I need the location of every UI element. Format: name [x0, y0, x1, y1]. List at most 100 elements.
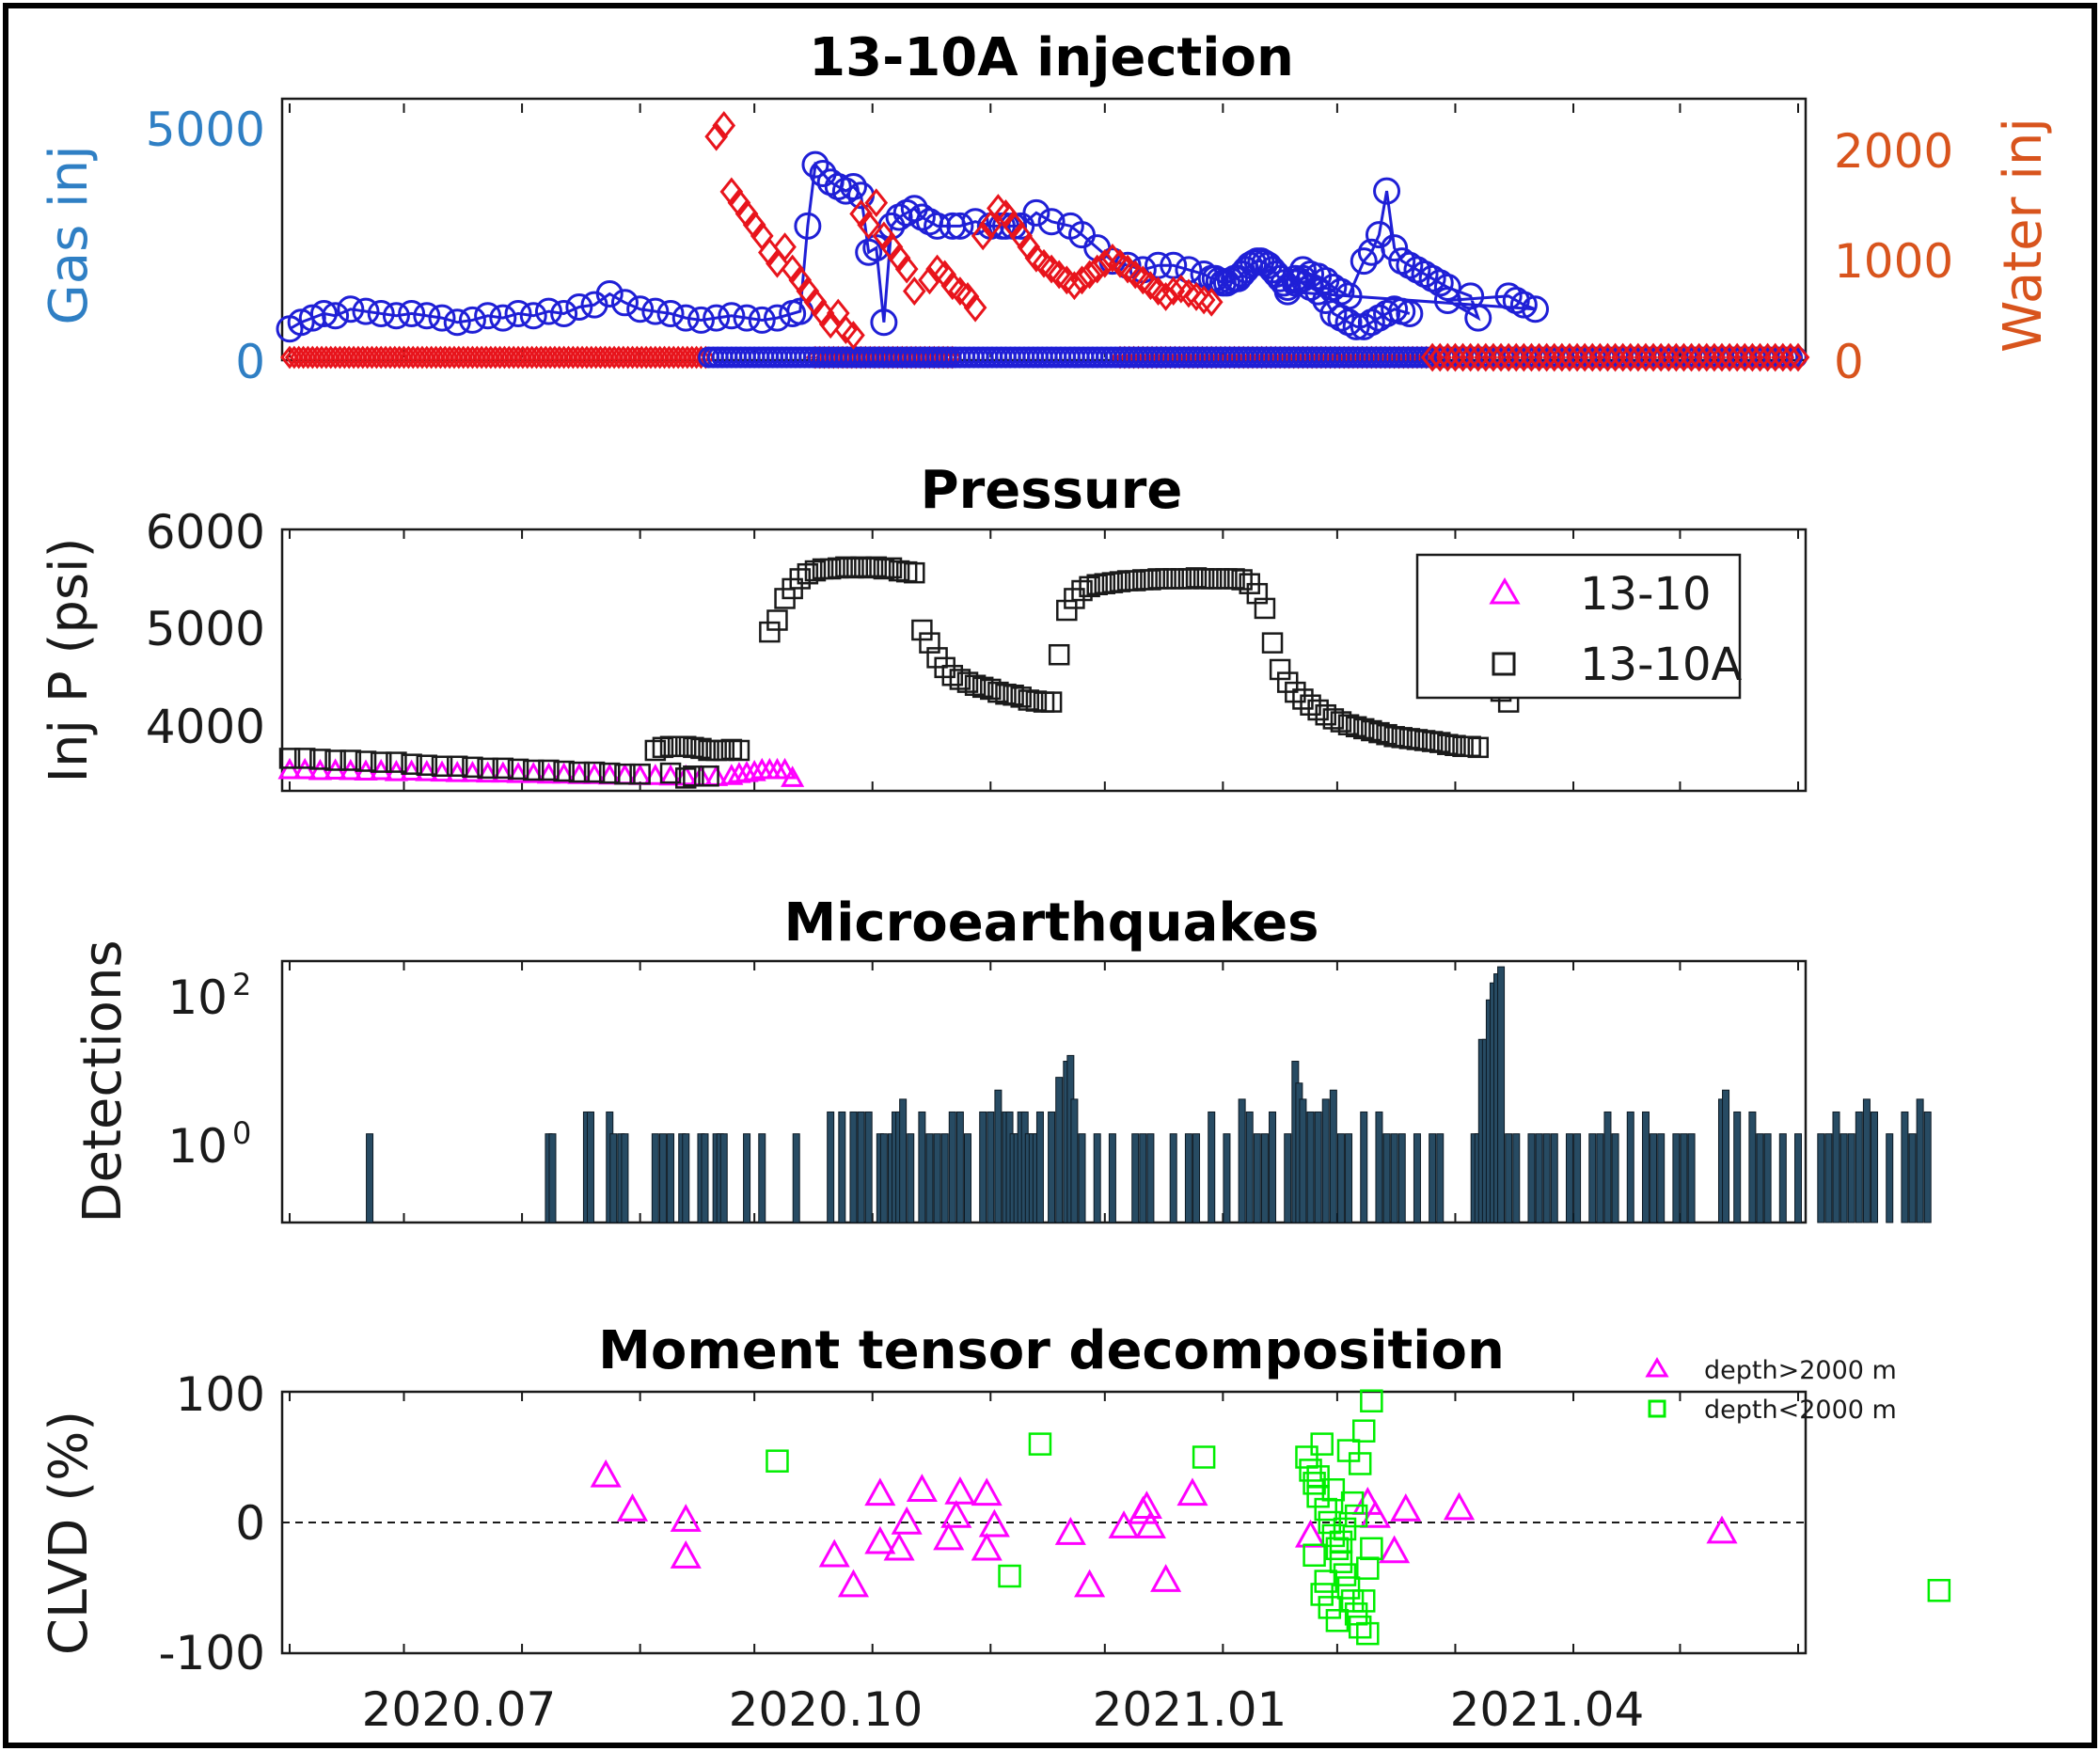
- injection-series-0-point-121: [1509, 291, 1538, 319]
- pressure-series-1-point-64: [941, 665, 964, 686]
- moment-tensor-series-0-point-8: [883, 1532, 915, 1561]
- moment-tensor-series-0-point-10: [906, 1474, 938, 1502]
- injection-series-1-point-62: [1184, 282, 1208, 311]
- pressure-series-1-point-128: [1429, 732, 1451, 753]
- microearthquakes-bar-140: [1923, 1111, 1932, 1223]
- injection-series-1-point-79: [1527, 342, 1551, 372]
- injection-series-0-point-17: [519, 302, 547, 330]
- moment-tensor-series-0-point-6: [864, 1525, 896, 1554]
- microearthquakes-bar-37: [940, 1133, 949, 1223]
- injection-series-0-point-107: [1373, 177, 1401, 205]
- xtick-label-2021-04: 2021.04: [1450, 1682, 1645, 1737]
- microearthquakes-bar-135: [1871, 1111, 1879, 1223]
- injection-series-1-point-82: [1550, 342, 1574, 372]
- microearthquakes-bar-87: [1382, 1133, 1391, 1223]
- microearthquakes-bar-85: [1360, 1111, 1368, 1223]
- microearthquakes-axes-box: [280, 959, 1808, 1224]
- moment-tensor-series-0-point-19: [1108, 1510, 1140, 1538]
- injection-series-1-point-1: [712, 111, 736, 140]
- pressure-series-1-point-30: [690, 737, 712, 760]
- microearthquakes-bar-114: [1641, 1111, 1650, 1223]
- injection-series-0-point-128: [1312, 286, 1340, 314]
- moment-tensor-series-1-point-38: [1927, 1579, 1951, 1602]
- injection-series-1-point-46: [1063, 271, 1086, 301]
- moment-tensor-series-0-point-27: [1359, 1499, 1391, 1528]
- injection-series-1-point-113: [1786, 342, 1810, 372]
- microearthquakes-bar-9: [651, 1133, 659, 1223]
- pressure-axes-box: [280, 528, 1808, 793]
- microearthquakes-bar-68: [1208, 1111, 1216, 1223]
- moment-tensor-legend: depth>2000 m depth<2000 m: [1645, 1356, 1897, 1425]
- microearthquakes-bar-22: [827, 1111, 835, 1223]
- moment-tensor-series-1-point-30: [1306, 1465, 1330, 1489]
- injection-series-1-point-50: [1093, 248, 1117, 278]
- microearthquakes-bar-67: [1192, 1133, 1201, 1223]
- moment-tensor-series-1-point-31: [1314, 1570, 1337, 1593]
- injection-series-1-point-112: [1778, 342, 1803, 372]
- injection-series-0-point-14: [474, 302, 502, 330]
- injection-series-0-point-6: [352, 297, 380, 325]
- pressure-series-1-point-80: [1064, 588, 1085, 609]
- injection-series-1-point-97: [1665, 342, 1688, 372]
- microearthquakes-bar-119: [1687, 1133, 1696, 1223]
- pressure-series-1-point-61: [919, 632, 940, 654]
- pressure-series-1-point-60: [911, 619, 933, 641]
- injection-series-0-point-31: [733, 304, 761, 332]
- injection-series-1-point-88: [1596, 342, 1619, 372]
- microearthquakes-bar-102: [1512, 1133, 1521, 1223]
- microearthquakes-bar-23: [838, 1111, 846, 1223]
- microearthquakes-bar-63: [1139, 1133, 1147, 1223]
- injection-series-1-point-110: [1763, 342, 1788, 372]
- moment-tensor-series-1-point-25: [1325, 1609, 1350, 1633]
- injection-series-0-point-3: [309, 299, 338, 327]
- moment-tensor-series-1-point-29: [1356, 1556, 1380, 1580]
- microearthquakes-bar-60: [1093, 1133, 1101, 1223]
- microearthquakes-bar-130: [1832, 1111, 1840, 1223]
- microearthquakes-bar-121: [1722, 1089, 1730, 1223]
- microearthquakes-bar-62: [1131, 1133, 1140, 1223]
- moment-tensor-ytick-minus100: -100: [159, 1626, 265, 1680]
- pressure-series-1-point-118: [1352, 718, 1375, 740]
- microearthquakes-bar-55: [1055, 1077, 1064, 1223]
- injection-series-1-point-69: [1451, 342, 1475, 372]
- microearthquakes-bar-70: [1238, 1098, 1246, 1223]
- pressure-series-1-point-63: [934, 656, 955, 679]
- injection-series-0-point-104: [1350, 247, 1378, 276]
- injection-ylabel-right: Water inj: [1993, 118, 2054, 353]
- microearthquakes-bar-40: [963, 1133, 971, 1223]
- microearthquakes-bar-133: [1855, 1111, 1863, 1223]
- injection-series-0-point-27: [671, 304, 700, 332]
- injection-series-0-point-42: [839, 172, 867, 200]
- pressure-series-0-point-36: [773, 757, 797, 780]
- injection-series-0-point-62: [1022, 198, 1050, 227]
- pressure-series-1-point-105: [1254, 597, 1276, 620]
- injection-series-0-point-4: [322, 302, 350, 330]
- injection-series-0-point-37: [801, 150, 829, 179]
- microearthquakes-title: Microearthquakes: [783, 892, 1318, 954]
- pressure-ytick-6000: 6000: [146, 505, 265, 560]
- injection-series-1-point-103: [1710, 342, 1734, 372]
- injection-series-1-point-25: [894, 254, 919, 284]
- pressure-series-1-point-13: [477, 757, 498, 780]
- injection-series-0-point-24: [626, 295, 655, 323]
- moment-tensor-series-0-point-3: [670, 1540, 702, 1569]
- moment-tensor-series-0-point-18: [1074, 1569, 1106, 1598]
- pressure-series-1-point-17: [538, 759, 560, 781]
- injection-series-0-point-45: [862, 234, 891, 262]
- microearthquakes-bar-86: [1375, 1111, 1383, 1223]
- injection-ytick-right-0: 0: [1834, 335, 1864, 389]
- microearthquakes-ylabel: Detections: [72, 939, 134, 1223]
- microearthquakes-bar-11: [667, 1133, 675, 1223]
- pressure-series-1-point-18: [553, 760, 575, 782]
- moment-tensor-legend-marker-deep: [1645, 1357, 1669, 1378]
- pressure-legend-marker-13-10a: [1492, 652, 1516, 676]
- moment-tensor-series-0-point-25: [1294, 1519, 1327, 1548]
- moment-tensor-series-1-point-1: [998, 1564, 1021, 1588]
- injection-series-0-point-10: [413, 302, 441, 330]
- microearthquakes-ytick-1: 10 0: [167, 1115, 251, 1174]
- pressure-series-1-point-0: [278, 748, 301, 769]
- pressure-series-1-point-121: [1376, 723, 1397, 746]
- injection-series-0-point-19: [550, 299, 578, 327]
- pressure-series-1-point-8: [401, 753, 422, 775]
- moment-tensor-series-0-point-22: [1134, 1510, 1166, 1538]
